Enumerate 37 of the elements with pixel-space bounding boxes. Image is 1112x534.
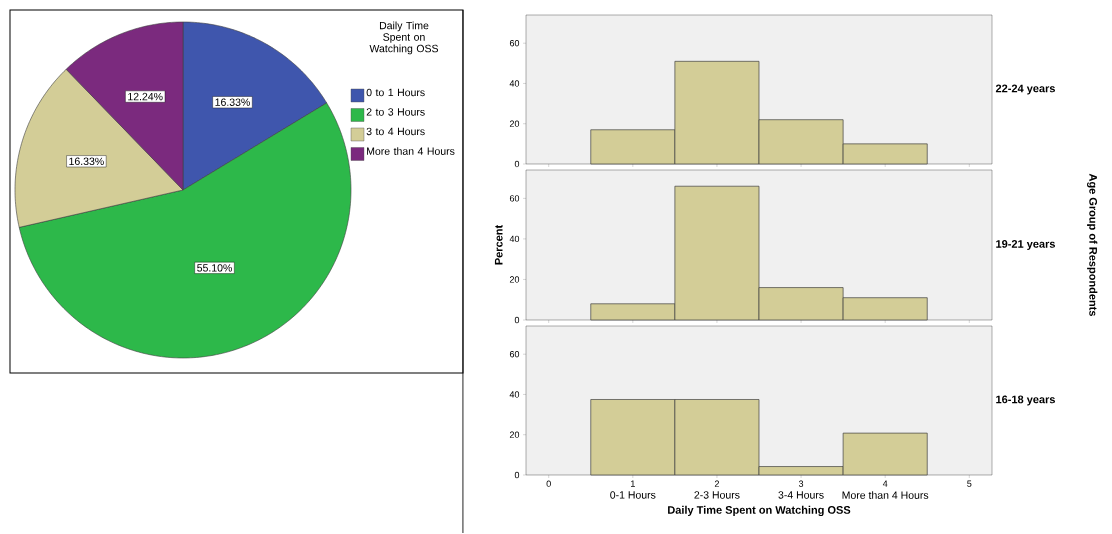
data-label: 12.24%: [128, 93, 163, 101]
x-tick-label: 1: [631, 480, 635, 487]
legend-label: 2 to 3 Hours: [366, 108, 425, 116]
y-tick-label: 0: [514, 472, 520, 479]
legend-label: More than 4 Hours: [367, 147, 455, 156]
legend-title: Daily Time Spent on Watching OSS: [369, 21, 439, 55]
text: 2-3 Hours: [694, 491, 740, 499]
y-tick-label: 40: [509, 80, 520, 87]
text: 3-4 Hours: [778, 491, 824, 499]
y-tick-label: 40: [509, 235, 520, 243]
x-tick-label: 0: [546, 480, 551, 488]
text: 16-18 years: [996, 395, 1055, 406]
y-tick-label: 20: [509, 431, 520, 439]
y-tick-label: 20: [509, 120, 520, 128]
text: 0-1 Hours: [610, 491, 656, 499]
x-tick-label: 3: [798, 480, 804, 488]
legend-label: 0 to 1 Hours: [366, 88, 425, 97]
y-tick-label: 0: [514, 161, 520, 168]
x-tick-label: 4: [882, 480, 888, 487]
y2-axis-title: Age Group of Respondents: [1087, 174, 1098, 317]
x-tick-label: 2: [714, 480, 719, 488]
y-axis-title: Percent: [494, 225, 503, 265]
data-label: 55.10%: [197, 264, 232, 272]
text: 19-21 years: [996, 240, 1055, 251]
data-label: 16.33%: [69, 157, 104, 166]
x-axis-title: Daily Time Spent on Watching OSS: [668, 506, 851, 517]
text: More than 4 Hours: [842, 491, 929, 500]
legend-label: 3 to 4 Hours: [366, 127, 425, 136]
x-tick-label: 5: [967, 480, 972, 488]
y-tick-label: 60: [509, 195, 520, 202]
y-tick-label: 20: [509, 276, 520, 283]
y-tick-label: 60: [509, 40, 520, 47]
y-tick-label: 40: [509, 391, 520, 398]
data-label: 16.33%: [215, 98, 250, 107]
y-tick-label: 60: [509, 351, 520, 358]
y-tick-label: 0: [514, 317, 520, 324]
text: 22-24 years: [995, 84, 1055, 95]
